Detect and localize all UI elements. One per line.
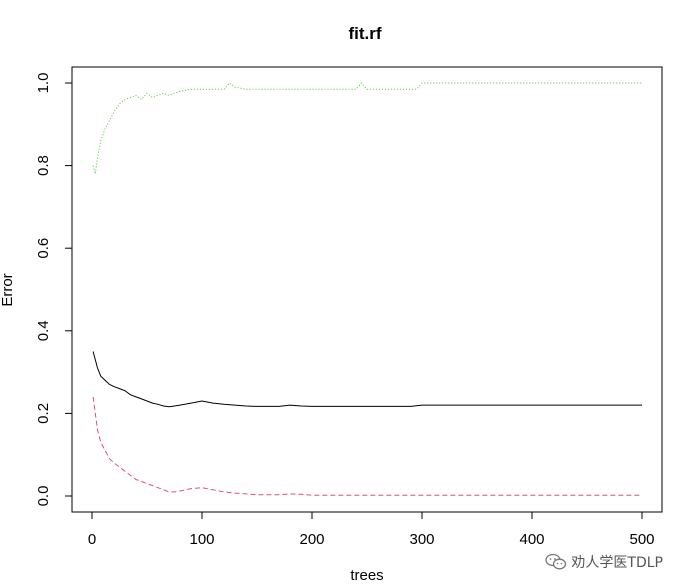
chart-title: fit.rf xyxy=(348,24,381,43)
y-tick-label: 0.2 xyxy=(35,403,52,424)
x-tick-label: 200 xyxy=(299,531,324,548)
series-line-1 xyxy=(92,351,642,408)
plot-frame xyxy=(71,66,663,513)
x-tick-label: 400 xyxy=(519,531,544,548)
x-axis-label: trees xyxy=(350,567,383,584)
series-layer xyxy=(92,82,642,496)
series-line-2 xyxy=(92,396,642,496)
series-line-3 xyxy=(92,82,642,175)
wechat-icon xyxy=(545,553,567,570)
x-tick-label: 500 xyxy=(629,531,654,548)
x-axis: 0 100 200 300 400 500 xyxy=(88,511,655,548)
y-tick-label: 0.0 xyxy=(35,486,52,507)
y-axis-label: Error xyxy=(0,273,16,306)
x-tick-label: 0 xyxy=(88,531,96,548)
y-tick-label: 1.0 xyxy=(35,73,52,94)
watermark: 劝人学医TDLP xyxy=(545,552,663,572)
y-axis: 0.0 0.2 0.4 0.6 0.8 1.0 xyxy=(35,73,73,507)
x-tick-label: 300 xyxy=(409,531,434,548)
y-tick-label: 0.6 xyxy=(35,238,52,259)
y-tick-label: 0.4 xyxy=(35,320,52,341)
y-tick-label: 0.8 xyxy=(35,155,52,176)
watermark-text: 劝人学医TDLP xyxy=(571,555,663,571)
x-tick-label: 100 xyxy=(189,531,214,548)
